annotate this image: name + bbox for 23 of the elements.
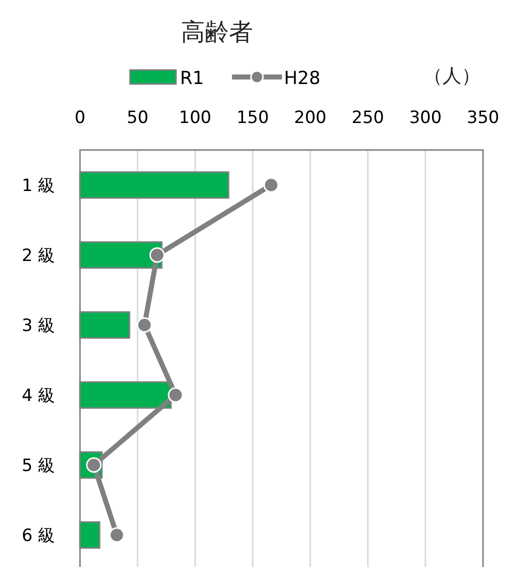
y-tick-label: 5 級 xyxy=(22,456,55,476)
x-tick-label: 350 xyxy=(466,108,500,128)
y-tick-label: 3 級 xyxy=(22,316,55,336)
x-tick-label: 100 xyxy=(178,108,212,128)
x-tick-label: 150 xyxy=(236,108,269,128)
y-tick-label: 2 級 xyxy=(22,246,55,266)
x-tick-label: 50 xyxy=(126,108,148,128)
y-tick-label: 4 級 xyxy=(22,386,55,406)
point xyxy=(149,247,165,263)
x-tick-label: 0 xyxy=(74,108,86,128)
point xyxy=(136,317,152,333)
chart-title: 高齢者 xyxy=(181,18,253,46)
x-tick-label: 200 xyxy=(294,108,327,128)
point xyxy=(263,177,279,193)
y-tick-label: 1 級 xyxy=(22,176,55,196)
legend-label: H28 xyxy=(284,68,320,89)
legend-label: R1 xyxy=(180,68,204,89)
x-tick-label: 250 xyxy=(352,108,384,128)
x-axis-title: （人） xyxy=(424,65,480,87)
point xyxy=(109,527,125,543)
y-tick-label: 6 級 xyxy=(22,526,55,546)
x-tick-label: 300 xyxy=(409,108,442,128)
point xyxy=(168,387,184,403)
